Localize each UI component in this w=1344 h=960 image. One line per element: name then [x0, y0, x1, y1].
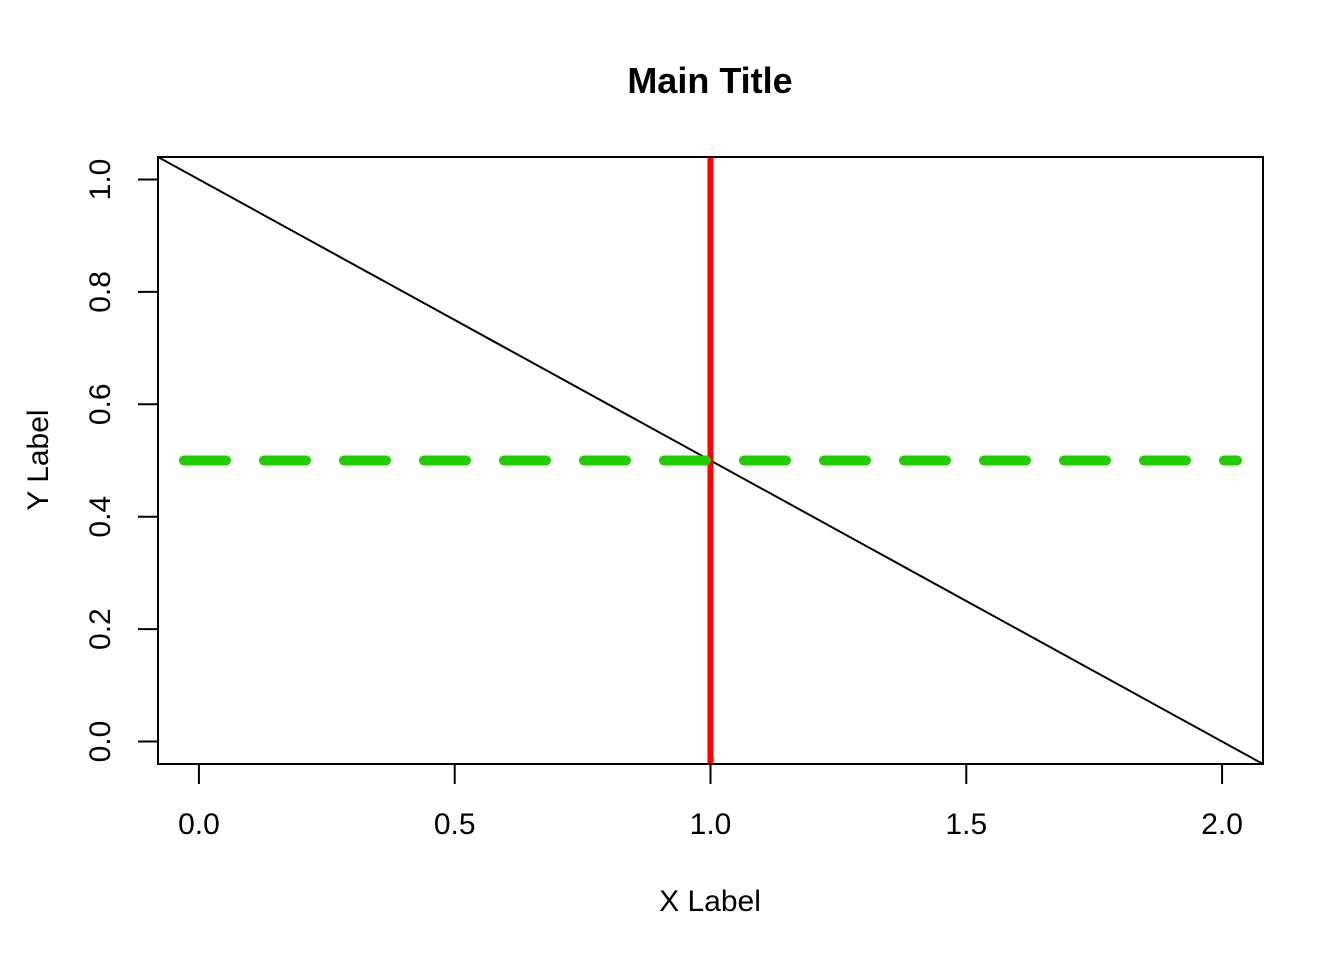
x-tick-label: 0.0: [178, 808, 220, 841]
x-tick-label: 1.5: [945, 808, 987, 841]
y-axis-label: Y Label: [22, 409, 55, 510]
x-axis: 0.0 0.5 1.0 1.5 2.0: [178, 764, 1243, 841]
y-tick-label: 0.8: [84, 271, 117, 313]
x-tick-label: 0.5: [434, 808, 476, 841]
y-tick-label: 0.2: [84, 608, 117, 650]
y-tick-label: 1.0: [84, 159, 117, 201]
plot-area: [157, 156, 1264, 765]
y-tick-label: 0.0: [84, 721, 117, 763]
x-axis-label: X Label: [659, 885, 761, 918]
x-tick-label: 2.0: [1201, 808, 1243, 841]
chart-title: Main Title: [627, 60, 792, 101]
y-axis: 0.0 0.2 0.4 0.6 0.8 1.0: [84, 159, 158, 763]
x-tick-label: 1.0: [690, 808, 732, 841]
y-tick-label: 0.4: [84, 496, 117, 538]
y-tick-label: 0.6: [84, 383, 117, 425]
